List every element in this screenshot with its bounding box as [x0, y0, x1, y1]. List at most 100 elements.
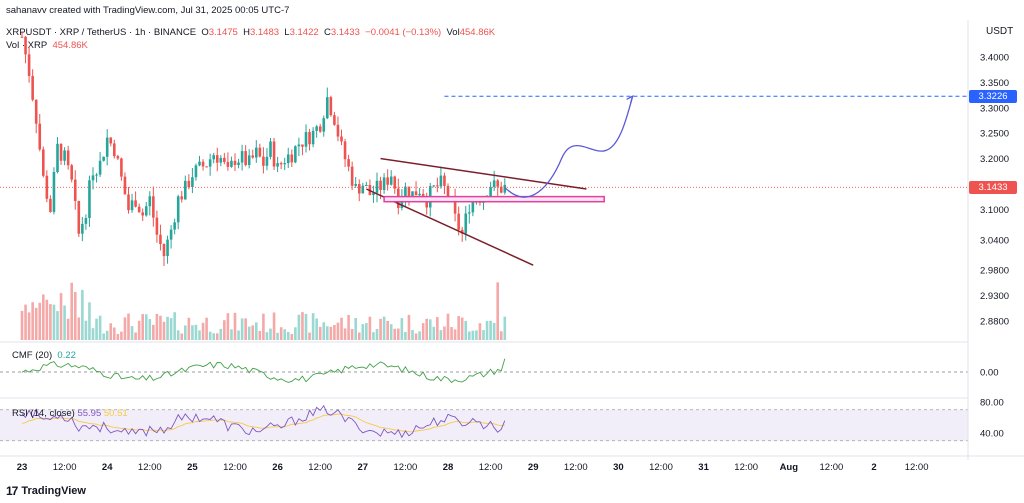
candle-body — [141, 212, 144, 216]
candle-body — [244, 151, 247, 166]
volume-bar — [329, 326, 333, 340]
volume-bar — [191, 325, 194, 340]
volume-bar — [315, 318, 318, 340]
candle-body — [116, 156, 120, 159]
volume-bar — [208, 331, 212, 340]
volume-bar — [134, 332, 137, 340]
volume-bar — [91, 328, 95, 340]
volume-bar — [272, 312, 276, 340]
candle-body — [386, 177, 389, 185]
chart-creator-caption: sahanavv created with TradingView.com, J… — [6, 5, 290, 16]
volume-bar — [439, 330, 443, 340]
time-tick-label: 24 — [102, 462, 113, 473]
time-tick-label: 23 — [17, 462, 28, 473]
volume-bar — [311, 313, 315, 340]
volume-bar — [144, 314, 148, 340]
candle-body — [492, 180, 496, 187]
rsi-axis-label: 40.00 — [980, 429, 1004, 440]
volume-bar — [258, 330, 262, 340]
volume-bar — [45, 299, 49, 340]
candle-body — [400, 198, 404, 208]
volume-bar — [247, 326, 251, 340]
volume-bar — [230, 329, 233, 340]
candle-body — [411, 191, 414, 199]
volume-value: 454.86K — [459, 27, 496, 38]
time-tick-label: 30 — [613, 462, 624, 473]
candle-body — [109, 137, 113, 144]
volume-bar — [464, 320, 468, 340]
rsi-axis-label: 80.00 — [980, 398, 1004, 409]
candle-body — [184, 180, 187, 200]
volume-bar — [290, 333, 294, 340]
candle-body — [414, 191, 418, 196]
volume-bar — [386, 321, 389, 340]
candle-body — [42, 149, 45, 176]
symbol-ohlc-line: XRPUSDT · XRP / TetherUS · 1h · BINANCE … — [6, 27, 496, 38]
time-tick-label: 12:00 — [479, 462, 503, 473]
rsi-ma-value: 50.51 — [103, 408, 128, 419]
volume-bar — [265, 332, 269, 340]
volume-bar — [453, 329, 457, 340]
volume-bar — [244, 318, 247, 340]
time-tick-label: 12:00 — [223, 462, 247, 473]
candle-body — [212, 155, 215, 160]
volume-bar — [436, 317, 439, 340]
volume-bar — [407, 314, 411, 340]
rsi-line — [21, 404, 506, 439]
volume-bar — [20, 310, 24, 340]
candle-body — [272, 141, 276, 167]
candle-body — [340, 136, 343, 142]
volume-bar — [496, 282, 499, 340]
candle-body — [237, 162, 240, 166]
volume-bar — [457, 316, 460, 340]
candle-body — [134, 200, 137, 207]
candle-body — [343, 141, 347, 160]
candle-body — [105, 137, 109, 157]
rsi-band — [0, 409, 968, 441]
candle-body — [471, 202, 475, 213]
candle-body — [166, 239, 169, 257]
symbol-title[interactable]: XRPUSDT · XRP / TetherUS · 1h · BINANCE — [6, 27, 197, 38]
volume-bar — [333, 324, 336, 340]
volume-bar — [251, 325, 255, 340]
time-tick-label: 12:00 — [820, 462, 844, 473]
volume-bar — [297, 314, 301, 340]
volume-bar — [372, 332, 375, 340]
volume-bar — [176, 330, 180, 340]
volume-bar — [141, 314, 144, 340]
candle-body — [279, 163, 283, 165]
volume-bar — [336, 322, 340, 340]
volume-bar — [169, 318, 173, 340]
candle-body — [144, 206, 148, 216]
volume-bar — [233, 312, 237, 340]
candle-body — [375, 180, 379, 193]
candle-body — [77, 200, 81, 234]
tradingview-footer[interactable]: 17 TradingView — [6, 484, 86, 498]
candle-body — [49, 198, 52, 212]
price-tick-label: 3.3500 — [980, 78, 1009, 89]
candle-body — [460, 229, 464, 234]
volume-bar — [201, 322, 205, 340]
time-tick-label: 28 — [443, 462, 454, 473]
candle-body — [499, 186, 503, 193]
candle-body — [365, 185, 368, 187]
price-tick-label: 3.1000 — [980, 205, 1009, 216]
candle-body — [38, 123, 42, 150]
candle-body — [457, 213, 460, 230]
volume-bar — [357, 332, 361, 340]
volume-bar — [73, 291, 77, 340]
volume-bar — [159, 315, 162, 340]
candle-body — [265, 156, 269, 166]
volume-bar — [63, 305, 66, 340]
candle-body — [294, 146, 297, 163]
volume-bar — [475, 330, 478, 340]
candle-body — [301, 144, 304, 147]
candle-body — [297, 144, 301, 147]
candle-body — [350, 166, 354, 186]
volume-bar — [365, 323, 368, 340]
volume-bar — [148, 319, 152, 340]
candle-body — [354, 184, 357, 186]
volume-bar — [205, 317, 208, 340]
volume-bar — [279, 327, 283, 340]
